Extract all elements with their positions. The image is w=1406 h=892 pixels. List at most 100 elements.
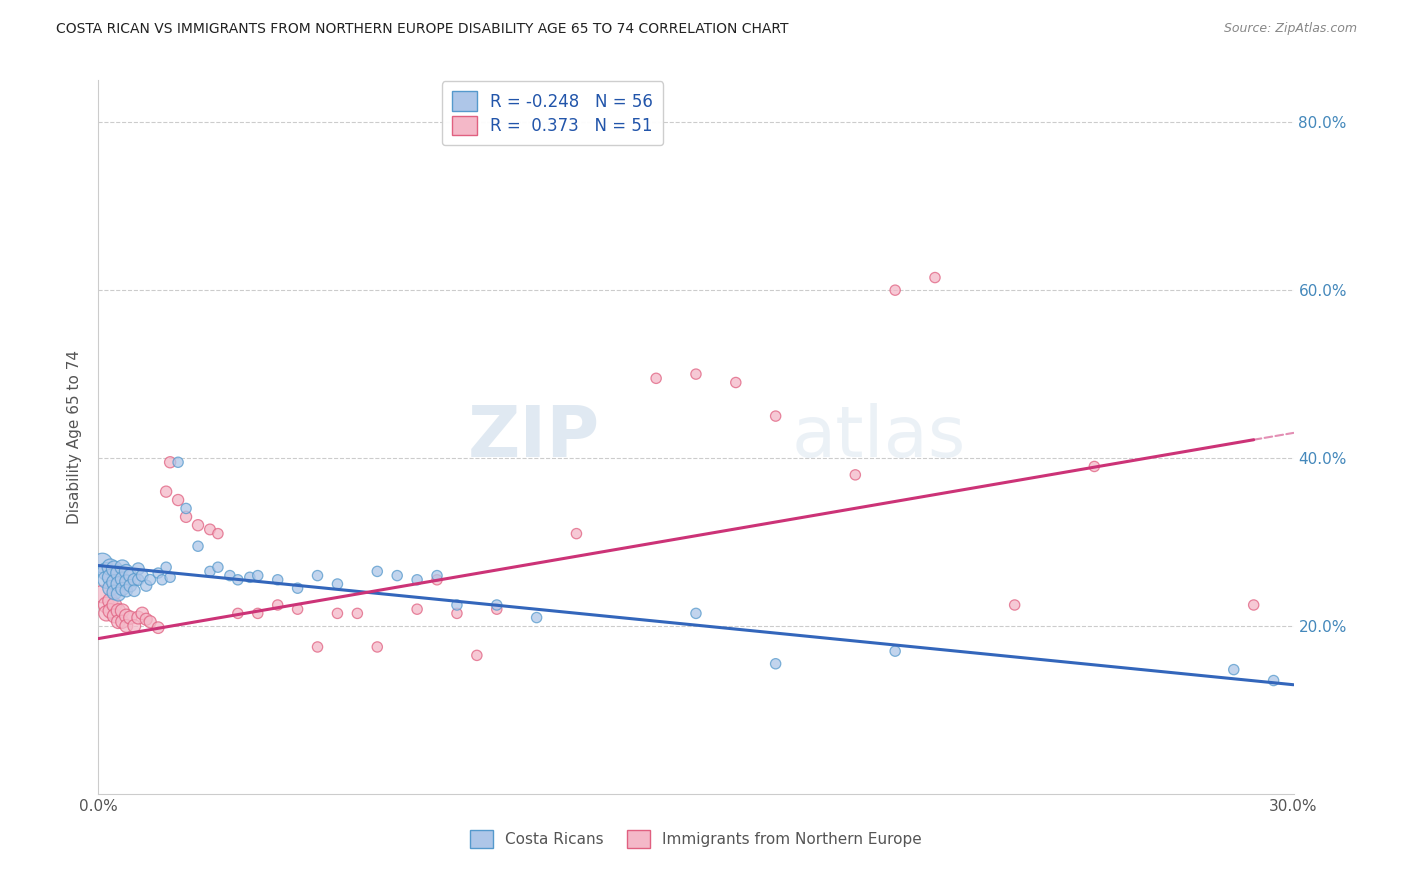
Point [246,568,269,582]
Point [124,619,146,633]
Point [103,585,125,599]
Point [198,565,221,579]
Text: ZIP: ZIP [468,402,600,472]
Point [219,568,242,582]
Point [884,283,907,297]
Point [267,573,290,587]
Point [765,409,787,423]
Point [406,602,429,616]
Point [685,607,707,621]
Point [685,367,707,381]
Point [346,607,368,621]
Point [115,583,138,598]
Point [96,598,118,612]
Point [111,615,134,629]
Point [1223,663,1246,677]
Point [148,566,170,580]
Point [111,572,134,586]
Point [307,568,329,582]
Point [96,607,118,621]
Point [287,602,309,616]
Point [1263,673,1285,688]
Point [485,598,508,612]
Point [724,376,747,390]
Point [96,573,118,587]
Point [187,539,209,553]
Point [96,565,118,579]
Point [103,562,125,576]
Text: Source: ZipAtlas.com: Source: ZipAtlas.com [1223,22,1357,36]
Point [115,565,138,579]
Point [366,565,388,579]
Point [1004,598,1026,612]
Point [124,583,146,598]
Point [120,579,142,593]
Point [124,573,146,587]
Point [565,526,588,541]
Point [385,568,409,582]
Point [645,371,668,385]
Point [287,581,309,595]
Point [107,566,129,580]
Text: COSTA RICAN VS IMMIGRANTS FROM NORTHERN EUROPE DISABILITY AGE 65 TO 74 CORRELATI: COSTA RICAN VS IMMIGRANTS FROM NORTHERN … [56,22,789,37]
Point [187,518,209,533]
Point [135,612,157,626]
Point [174,501,197,516]
Point [1243,598,1265,612]
Point [924,270,946,285]
Point [98,570,122,584]
Point [115,619,138,633]
Point [91,556,114,570]
Point [98,594,122,608]
Point [103,575,125,590]
Point [198,523,221,537]
Point [127,573,149,587]
Point [446,598,468,612]
Point [159,455,181,469]
Point [103,598,125,612]
Point [485,602,508,616]
Point [267,598,290,612]
Point [226,607,249,621]
Point [107,604,129,618]
Point [111,560,134,574]
Point [155,560,177,574]
Point [98,604,122,618]
Point [844,467,866,482]
Point [98,560,122,574]
Point [307,640,329,654]
Point [446,607,468,621]
Y-axis label: Disability Age 65 to 74: Disability Age 65 to 74 [67,350,83,524]
Point [111,582,134,596]
Point [155,484,177,499]
Point [526,610,548,624]
Legend: Costa Ricans, Immigrants from Northern Europe: Costa Ricans, Immigrants from Northern E… [464,824,928,854]
Point [103,608,125,623]
Point [207,560,229,574]
Point [884,644,907,658]
Point [765,657,787,671]
Point [207,526,229,541]
Point [239,570,262,584]
Point [115,574,138,589]
Point [465,648,488,663]
Point [98,581,122,595]
Point [120,610,142,624]
Point [115,608,138,623]
Point [174,509,197,524]
Point [107,587,129,601]
Point [426,573,449,587]
Point [406,573,429,587]
Point [326,607,349,621]
Point [139,573,162,587]
Point [226,573,249,587]
Point [1083,459,1105,474]
Point [150,573,173,587]
Point [366,640,388,654]
Point [167,493,190,508]
Point [167,455,190,469]
Point [326,577,349,591]
Point [127,562,149,576]
Point [91,587,114,601]
Point [107,577,129,591]
